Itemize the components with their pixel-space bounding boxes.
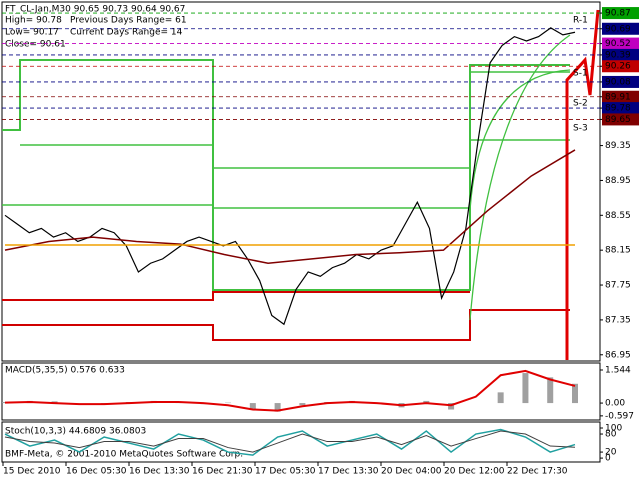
price-label-bg [602, 48, 639, 61]
macd-bar [423, 400, 430, 404]
y-tick-label: 89.91 [605, 92, 631, 102]
x-tick-label: 17 Dec 05:30 [255, 467, 316, 477]
y-tick-label: 100 [605, 424, 622, 434]
pivot-label: R-1 [573, 16, 588, 26]
price-label-bg [602, 7, 639, 20]
price-label-bg [602, 22, 639, 35]
y-tick-label: 86.95 [605, 350, 631, 360]
x-tick-label: 15 Dec 2010 [3, 467, 61, 477]
symbol: FT_CL-Jan,M30 90.65 90.73 90.64 90.67 [5, 5, 185, 15]
prev-range: Previous Days Range= 61 [70, 16, 187, 26]
stoch-frame [1, 421, 601, 463]
y-tick-label: 88.15 [605, 246, 631, 256]
y-tick-label: 90.87 [605, 9, 631, 19]
stoch-main [4, 428, 576, 456]
price-label-bg [602, 75, 639, 88]
x-tick-label: 17 Dec 13:30 [318, 467, 379, 477]
macd-bar [547, 377, 554, 404]
series-line [4, 149, 576, 265]
price-label-bg [602, 102, 639, 115]
series-line [4, 27, 576, 326]
stoch-label: Stoch(10,3,3) 44.6809 36.0803 [5, 427, 146, 437]
x-tick-label: 20 Dec 12:00 [444, 467, 505, 477]
red-arrow [565, 9, 600, 360]
copyright: BMF-Meta, © 2001-2010 MetaQuotes Softwar… [5, 450, 243, 460]
price-label-bg [602, 37, 639, 50]
macd-bar [448, 403, 455, 410]
y-tick-label: 89.78 [605, 104, 631, 114]
y-tick-label: -0.597 [605, 411, 634, 421]
x-tick-label: 16 Dec 13:30 [129, 467, 190, 477]
pivot-label: S-3 [573, 124, 588, 134]
y-tick-label: 89.35 [605, 141, 631, 151]
y-tick-label: 88.55 [605, 211, 631, 221]
green-step-2 [20, 139, 570, 169]
y-tick-label: 90.26 [605, 62, 631, 72]
macd-signal [4, 369, 576, 412]
macd-bar [522, 373, 529, 404]
x-tick-label: 16 Dec 05:30 [66, 467, 127, 477]
y-tick-label: 0.00 [605, 399, 625, 409]
y-tick-label: 90.69 [605, 24, 631, 34]
x-tick-label: 20 Dec 04:00 [381, 467, 442, 477]
y-tick-label: 89.65 [605, 115, 631, 125]
y-tick-label: 87.35 [605, 315, 631, 325]
y-tick-label: 90.39 [605, 50, 631, 60]
price-label-bg [602, 90, 639, 103]
y-tick-label: 0 [605, 454, 611, 464]
close: Close= 90.61 [5, 40, 66, 50]
pivot-label: S-1 [573, 69, 588, 79]
cur-range: Current Days Range= 14 [70, 28, 183, 38]
price-label-bg [602, 60, 639, 73]
green-step-3 [2, 71, 570, 209]
low: Low= 90.17 [5, 28, 59, 38]
macd-bar [249, 403, 256, 410]
main-frame [1, 1, 601, 362]
y-tick-label: 87.75 [605, 281, 631, 291]
red-step-2 [2, 291, 470, 301]
y-tick-label: 1.544 [605, 365, 631, 375]
x-tick-label: 22 Dec 17:30 [507, 467, 568, 477]
macd-bar [497, 392, 504, 404]
macd-bar [572, 383, 578, 404]
x-tick-label: 16 Dec 21:30 [192, 467, 253, 477]
bands [469, 34, 571, 321]
high: High= 90.78 [5, 16, 62, 26]
macd-label: MACD(5,35,5) 0.576 0.633 [5, 366, 125, 376]
macd-bar [274, 403, 281, 412]
y-tick-label: 88.95 [605, 176, 631, 186]
red-step [2, 309, 570, 341]
y-tick-label: 20 [605, 448, 617, 458]
header: FT_CL-Jan,M30 90.65 90.73 90.64 90.67 Hi… [5, 5, 187, 50]
y-tick-label: 90.52 [605, 39, 631, 49]
price-label-bg [602, 113, 639, 126]
y-tick-label: 80 [605, 430, 617, 440]
macd-frame [1, 362, 601, 421]
pivot-label: S-2 [573, 99, 588, 109]
y-tick-label: 90.08 [605, 77, 631, 87]
macd-bar [299, 403, 306, 406]
stoch-signal [4, 430, 576, 453]
